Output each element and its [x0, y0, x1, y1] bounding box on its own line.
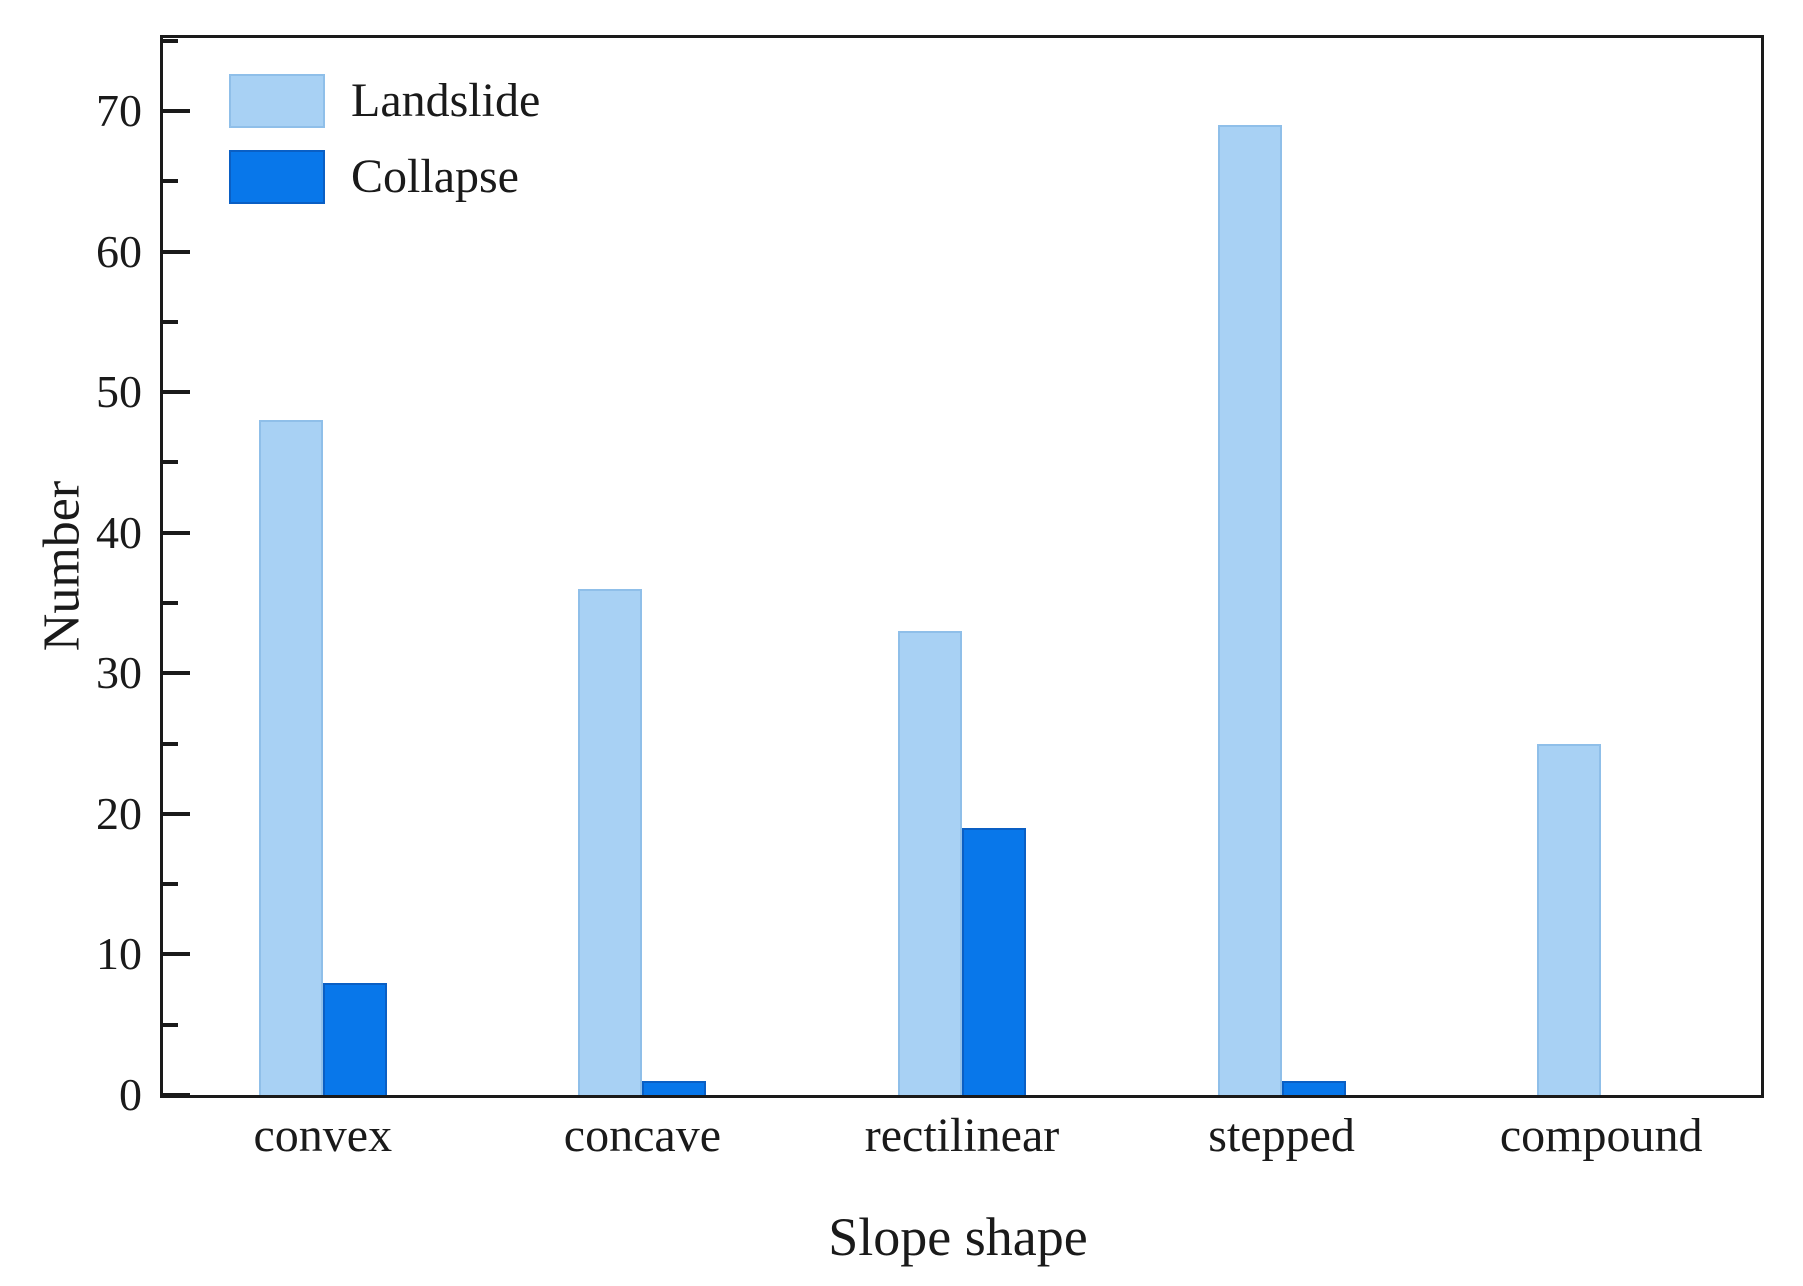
y-major-tick [163, 811, 190, 816]
y-tick-label: 0 [119, 1069, 142, 1120]
legend: Landslide Collapse [229, 74, 540, 226]
y-tick-label: 40 [96, 506, 142, 558]
legend-row-collapse: Collapse [229, 150, 540, 204]
y-tick-label: 60 [96, 225, 142, 277]
y-major-tick [163, 952, 190, 957]
x-tick-label-rectilinear: rectilinear [864, 1109, 1060, 1162]
plot-area: Landslide Collapse [160, 35, 1764, 1098]
x-tick-label-stepped: stepped [1208, 1109, 1355, 1162]
y-tick-label: 30 [96, 647, 142, 699]
collapse-bar-stepped [1281, 1080, 1346, 1095]
landslide-bar-concave [578, 589, 643, 1095]
y-major-tick [163, 671, 190, 676]
collapse-bar-concave [642, 1080, 707, 1095]
y-axis-title: Number [33, 480, 91, 652]
y-minor-tick [163, 319, 178, 324]
y-tick-label: 50 [96, 366, 142, 418]
y-major-tick [163, 249, 190, 254]
x-tick-label-concave: concave [563, 1109, 721, 1162]
legend-label-collapse: Collapse [351, 150, 519, 203]
x-tick-label-compound: compound [1499, 1109, 1703, 1162]
y-tick-label: 70 [96, 85, 142, 137]
legend-label-landslide: Landslide [351, 74, 541, 127]
landslide-bar-stepped [1217, 125, 1282, 1095]
y-minor-tick [163, 1022, 178, 1027]
y-minor-tick [163, 179, 178, 184]
landslide-bar-rectilinear [898, 631, 962, 1095]
y-minor-tick [163, 741, 178, 746]
y-minor-tick [163, 882, 178, 887]
y-major-tick [163, 390, 190, 395]
landslide-bar-compound [1537, 743, 1602, 1095]
landslide-bar-convex [258, 420, 323, 1095]
legend-swatch-collapse [229, 150, 325, 204]
collapse-bar-rectilinear [962, 827, 1026, 1095]
y-minor-tick [163, 38, 178, 43]
y-major-tick [163, 1093, 190, 1097]
collapse-bar-convex [322, 982, 387, 1095]
x-tick-label-convex: convex [253, 1109, 393, 1162]
legend-swatch-landslide [229, 74, 325, 128]
legend-row-landslide: Landslide [229, 74, 540, 128]
y-major-tick [163, 530, 190, 535]
y-minor-tick [163, 460, 178, 465]
y-minor-tick [163, 601, 178, 606]
x-axis-title: Slope shape [828, 1207, 1088, 1267]
y-tick-label: 10 [96, 928, 142, 980]
y-tick-label: 20 [96, 787, 142, 839]
y-major-tick [163, 109, 190, 114]
